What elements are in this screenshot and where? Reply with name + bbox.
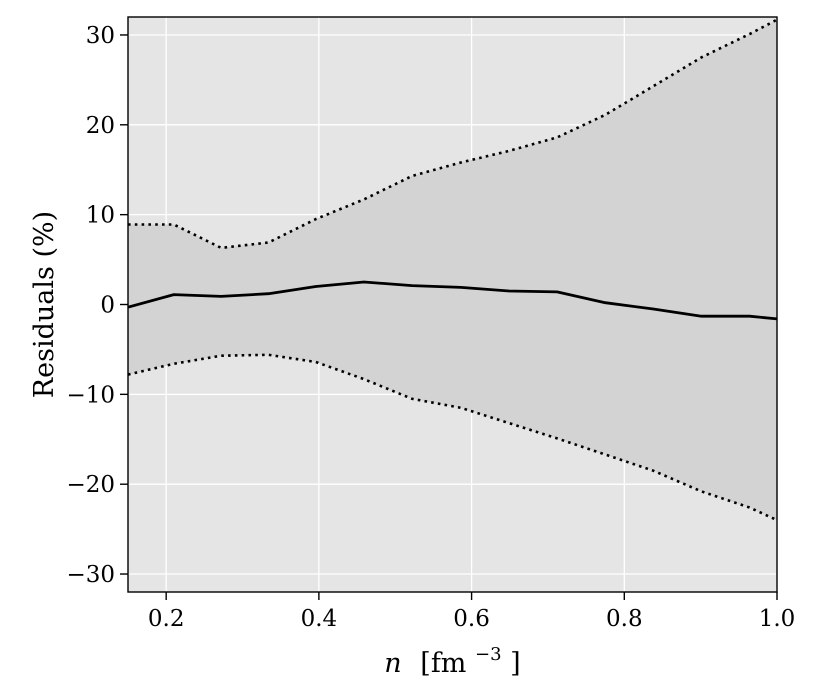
y-tick-label-5: 20 bbox=[86, 113, 115, 139]
x-tick-label-3: 0.8 bbox=[606, 606, 643, 632]
x-axis-unit-exponent: −3 bbox=[475, 644, 502, 665]
x-tick-label-2: 0.6 bbox=[453, 606, 490, 632]
y-tick-label-4: 10 bbox=[86, 203, 115, 229]
x-axis-label: n [fm −3 ] bbox=[384, 636, 520, 679]
x-axis-variable: n bbox=[384, 648, 401, 679]
y-axis-label: Residuals (%) bbox=[29, 211, 60, 398]
upper-bound-line bbox=[128, 18, 778, 250]
x-axis-unit-open: [fm bbox=[420, 648, 466, 679]
uncertainty-band bbox=[128, 19, 777, 521]
y-tick-label-2: −10 bbox=[66, 382, 115, 408]
y-tick-label-1: −20 bbox=[66, 472, 115, 498]
axis-ticks: 0.2 0.4 0.6 0.8 1.0 −30 −20 −10 0 10 20 30 bbox=[66, 23, 795, 632]
y-tick-label-6: 30 bbox=[86, 23, 115, 49]
x-axis-unit-close: ] bbox=[510, 648, 521, 679]
y-tick-label-3: 0 bbox=[100, 293, 115, 319]
x-tick-label-1: 0.4 bbox=[301, 606, 338, 632]
y-tick-label-0: −30 bbox=[66, 562, 115, 588]
x-tick-label-4: 1.0 bbox=[759, 606, 796, 632]
lower-bound-line bbox=[127, 353, 778, 522]
central-residual-line bbox=[127, 280, 778, 321]
x-tick-label-0: 0.2 bbox=[148, 606, 185, 632]
